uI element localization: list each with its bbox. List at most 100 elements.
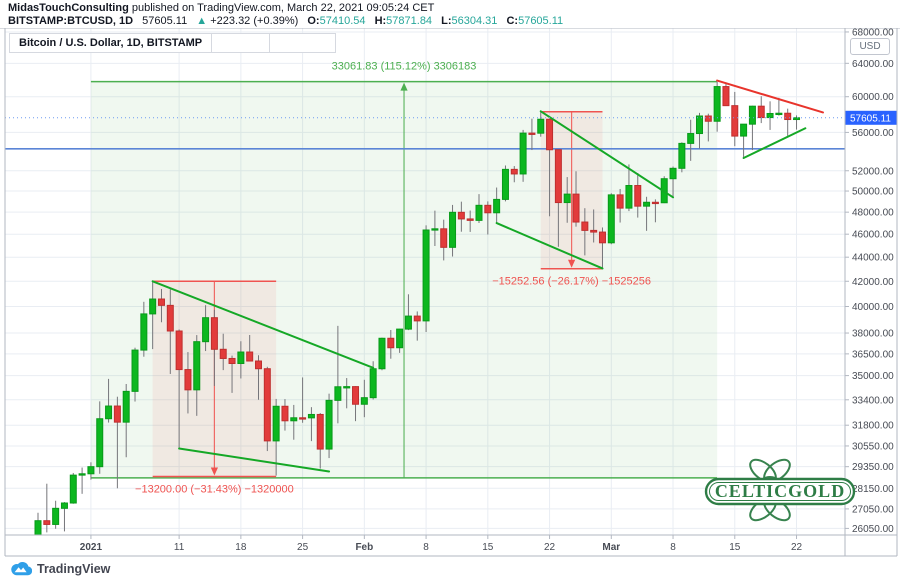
candle[interactable] bbox=[528, 132, 536, 135]
candle[interactable] bbox=[157, 298, 165, 306]
candle[interactable] bbox=[651, 201, 659, 205]
candle[interactable] bbox=[563, 193, 571, 204]
candle[interactable] bbox=[431, 228, 439, 231]
candle[interactable] bbox=[616, 194, 624, 209]
candle[interactable] bbox=[396, 328, 404, 349]
candle[interactable] bbox=[87, 466, 95, 475]
candle[interactable] bbox=[299, 417, 307, 420]
candle[interactable] bbox=[713, 86, 721, 122]
chart-legend[interactable]: Bitcoin / U.S. Dollar, 1D, BITSTAMP bbox=[9, 33, 337, 53]
candle[interactable] bbox=[678, 142, 686, 169]
candle[interactable] bbox=[122, 390, 130, 423]
candle[interactable] bbox=[52, 507, 60, 525]
candle[interactable] bbox=[607, 194, 615, 244]
candle[interactable] bbox=[237, 351, 245, 364]
candle[interactable] bbox=[228, 357, 236, 364]
candle[interactable] bbox=[149, 298, 157, 315]
candle[interactable] bbox=[740, 123, 748, 137]
candle[interactable] bbox=[325, 399, 333, 450]
candle[interactable] bbox=[43, 520, 51, 525]
candle[interactable] bbox=[748, 105, 756, 125]
candle[interactable] bbox=[166, 304, 174, 332]
candle[interactable] bbox=[537, 118, 545, 134]
candle[interactable] bbox=[140, 313, 148, 351]
candle[interactable] bbox=[643, 201, 651, 207]
candle[interactable] bbox=[175, 330, 183, 371]
candle[interactable] bbox=[466, 218, 474, 221]
candle[interactable] bbox=[634, 185, 642, 207]
candle[interactable] bbox=[598, 231, 606, 244]
candle[interactable] bbox=[316, 413, 324, 450]
candle[interactable] bbox=[793, 117, 801, 121]
currency-toggle-button[interactable]: USD bbox=[850, 38, 890, 55]
candle[interactable] bbox=[696, 115, 703, 135]
candle[interactable] bbox=[78, 473, 86, 476]
candle[interactable] bbox=[263, 368, 271, 442]
candle[interactable] bbox=[775, 112, 783, 116]
candle[interactable] bbox=[493, 198, 501, 214]
chart-title[interactable]: Bitcoin / U.S. Dollar, 1D, BITSTAMP bbox=[9, 33, 213, 53]
candle[interactable] bbox=[704, 115, 712, 122]
candle[interactable] bbox=[625, 185, 633, 209]
candle[interactable] bbox=[343, 386, 351, 389]
candle[interactable] bbox=[731, 105, 739, 137]
candle[interactable] bbox=[352, 386, 360, 405]
candle[interactable] bbox=[360, 397, 368, 405]
candle[interactable] bbox=[722, 86, 730, 107]
candle[interactable] bbox=[484, 204, 492, 214]
candle[interactable] bbox=[546, 118, 554, 151]
candle[interactable] bbox=[290, 417, 298, 422]
candle[interactable] bbox=[590, 229, 598, 233]
trendline-green[interactable] bbox=[178, 447, 331, 473]
candle[interactable] bbox=[572, 193, 580, 223]
candle[interactable] bbox=[246, 351, 254, 362]
candle[interactable] bbox=[422, 229, 430, 322]
candle[interactable] bbox=[449, 211, 457, 248]
candle[interactable] bbox=[766, 112, 774, 119]
trendline-green[interactable] bbox=[151, 280, 375, 369]
candle[interactable] bbox=[369, 368, 377, 399]
trendline-green[interactable] bbox=[742, 127, 807, 159]
trendline-red[interactable] bbox=[716, 79, 824, 114]
candle[interactable] bbox=[519, 132, 527, 175]
candle[interactable] bbox=[581, 221, 589, 231]
candle[interactable] bbox=[687, 133, 695, 144]
time-axis[interactable]: 2021 11 18 25 Feb 8 15 22 Mar 8 15 22 bbox=[80, 535, 803, 553]
candle[interactable] bbox=[105, 405, 113, 420]
tradingview-logo[interactable]: TradingView bbox=[10, 560, 110, 577]
candle[interactable] bbox=[413, 315, 421, 322]
candle[interactable] bbox=[387, 337, 395, 349]
candle[interactable] bbox=[784, 112, 792, 121]
candle[interactable] bbox=[255, 360, 262, 370]
price-axis[interactable]: 68000.00 64000.00 60000.00 56000.00 52000.00… bbox=[845, 27, 897, 535]
candle[interactable] bbox=[69, 474, 77, 504]
candle[interactable] bbox=[501, 168, 509, 200]
candle[interactable] bbox=[475, 204, 483, 221]
candle[interactable] bbox=[378, 337, 386, 370]
candle[interactable] bbox=[307, 413, 315, 419]
candle[interactable] bbox=[757, 105, 765, 119]
candle[interactable] bbox=[554, 149, 562, 204]
candle[interactable] bbox=[34, 520, 42, 556]
candle[interactable] bbox=[281, 405, 289, 422]
candle[interactable] bbox=[96, 418, 104, 468]
candle[interactable] bbox=[272, 405, 280, 442]
candle[interactable] bbox=[510, 168, 518, 175]
trendline-green[interactable] bbox=[495, 222, 604, 270]
candle[interactable] bbox=[334, 386, 342, 401]
candle[interactable] bbox=[457, 211, 465, 220]
candle[interactable] bbox=[184, 369, 192, 391]
candle[interactable] bbox=[113, 405, 121, 423]
candle[interactable] bbox=[404, 315, 412, 330]
candle[interactable] bbox=[210, 317, 218, 350]
candle[interactable] bbox=[202, 317, 210, 343]
candle[interactable] bbox=[440, 228, 448, 248]
candle[interactable] bbox=[193, 341, 201, 391]
trendline-green[interactable] bbox=[539, 110, 675, 199]
candle[interactable] bbox=[669, 167, 677, 180]
candle[interactable] bbox=[131, 349, 139, 392]
candle[interactable] bbox=[60, 502, 68, 509]
candle[interactable] bbox=[219, 348, 227, 359]
